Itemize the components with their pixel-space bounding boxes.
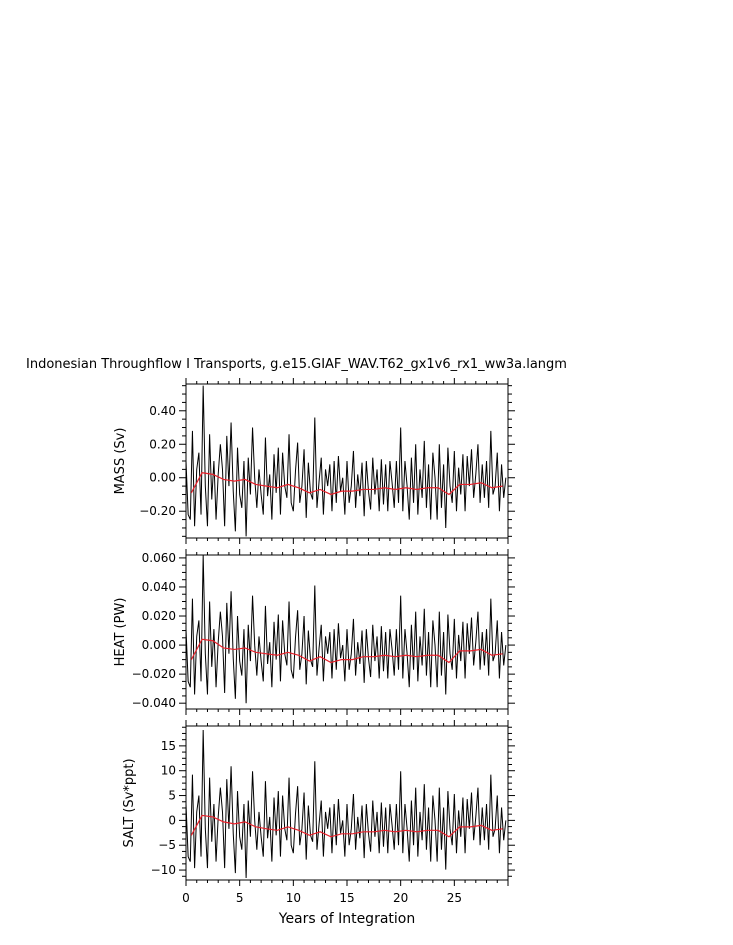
salt-y-tick-label: −5 [158,838,176,852]
panel-mass: −0.20 0.00 0.20 0.40 MASS (Sv) [113,378,515,544]
heat-y-tick-label: 0.060 [142,551,176,565]
salt-annual-mean-line [190,814,503,838]
mass-y-tick-label: −0.20 [139,504,176,518]
x-tick-label: 25 [447,891,462,905]
salt-y-tick-label: 0 [168,813,176,827]
salt-monthly-line [186,729,507,879]
panel-heat: −0.040 −0.020 0.000 0.020 0.040 0.060 HEAT (PW… [113,549,515,715]
salt-y-tick-label: −10 [151,863,176,877]
heat-y-tick-label: 0.040 [142,580,176,594]
x-tick-label: 5 [236,891,244,905]
salt-y-axis-label: SALT (Sv*ppt) [122,758,137,847]
panel-salt: −10 −5 0 5 10 15 SALT (Sv*ppt) 0 5 10 15 20 25 [122,720,515,905]
mass-annual-mean-line [190,472,503,496]
heat-monthly-line [186,555,507,704]
heat-annual-mean-line [190,638,503,664]
mass-y-tick-label: 0.40 [149,404,176,418]
heat-y-tick-label: 0.000 [142,638,176,652]
heat-y-tick-label: −0.040 [132,696,176,710]
mass-y-tick-label: 0.20 [149,437,176,451]
x-tick-label: 0 [182,891,190,905]
heat-y-tick-label: 0.020 [142,609,176,623]
mass-monthly-line [186,385,507,537]
heat-y-tick-label: −0.020 [132,667,176,681]
salt-y-tick-label: 15 [161,739,176,753]
mass-y-axis-label: MASS (Sv) [113,428,128,495]
x-tick-label: 15 [339,891,354,905]
salt-y-tick-label: 5 [168,789,176,803]
figure-title: Indonesian Throughflow I Transports, g.e… [26,357,567,372]
salt-y-tick-label: 10 [161,764,176,778]
x-tick-label: 10 [286,891,301,905]
mass-y-tick-label: 0.00 [149,471,176,485]
heat-y-axis-label: HEAT (PW) [113,598,128,667]
x-tick-label: 20 [393,891,408,905]
x-axis-label: Years of Integration [278,911,415,927]
